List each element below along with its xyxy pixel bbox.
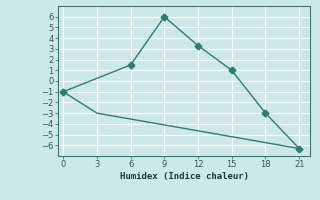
- X-axis label: Humidex (Indice chaleur): Humidex (Indice chaleur): [119, 172, 249, 181]
